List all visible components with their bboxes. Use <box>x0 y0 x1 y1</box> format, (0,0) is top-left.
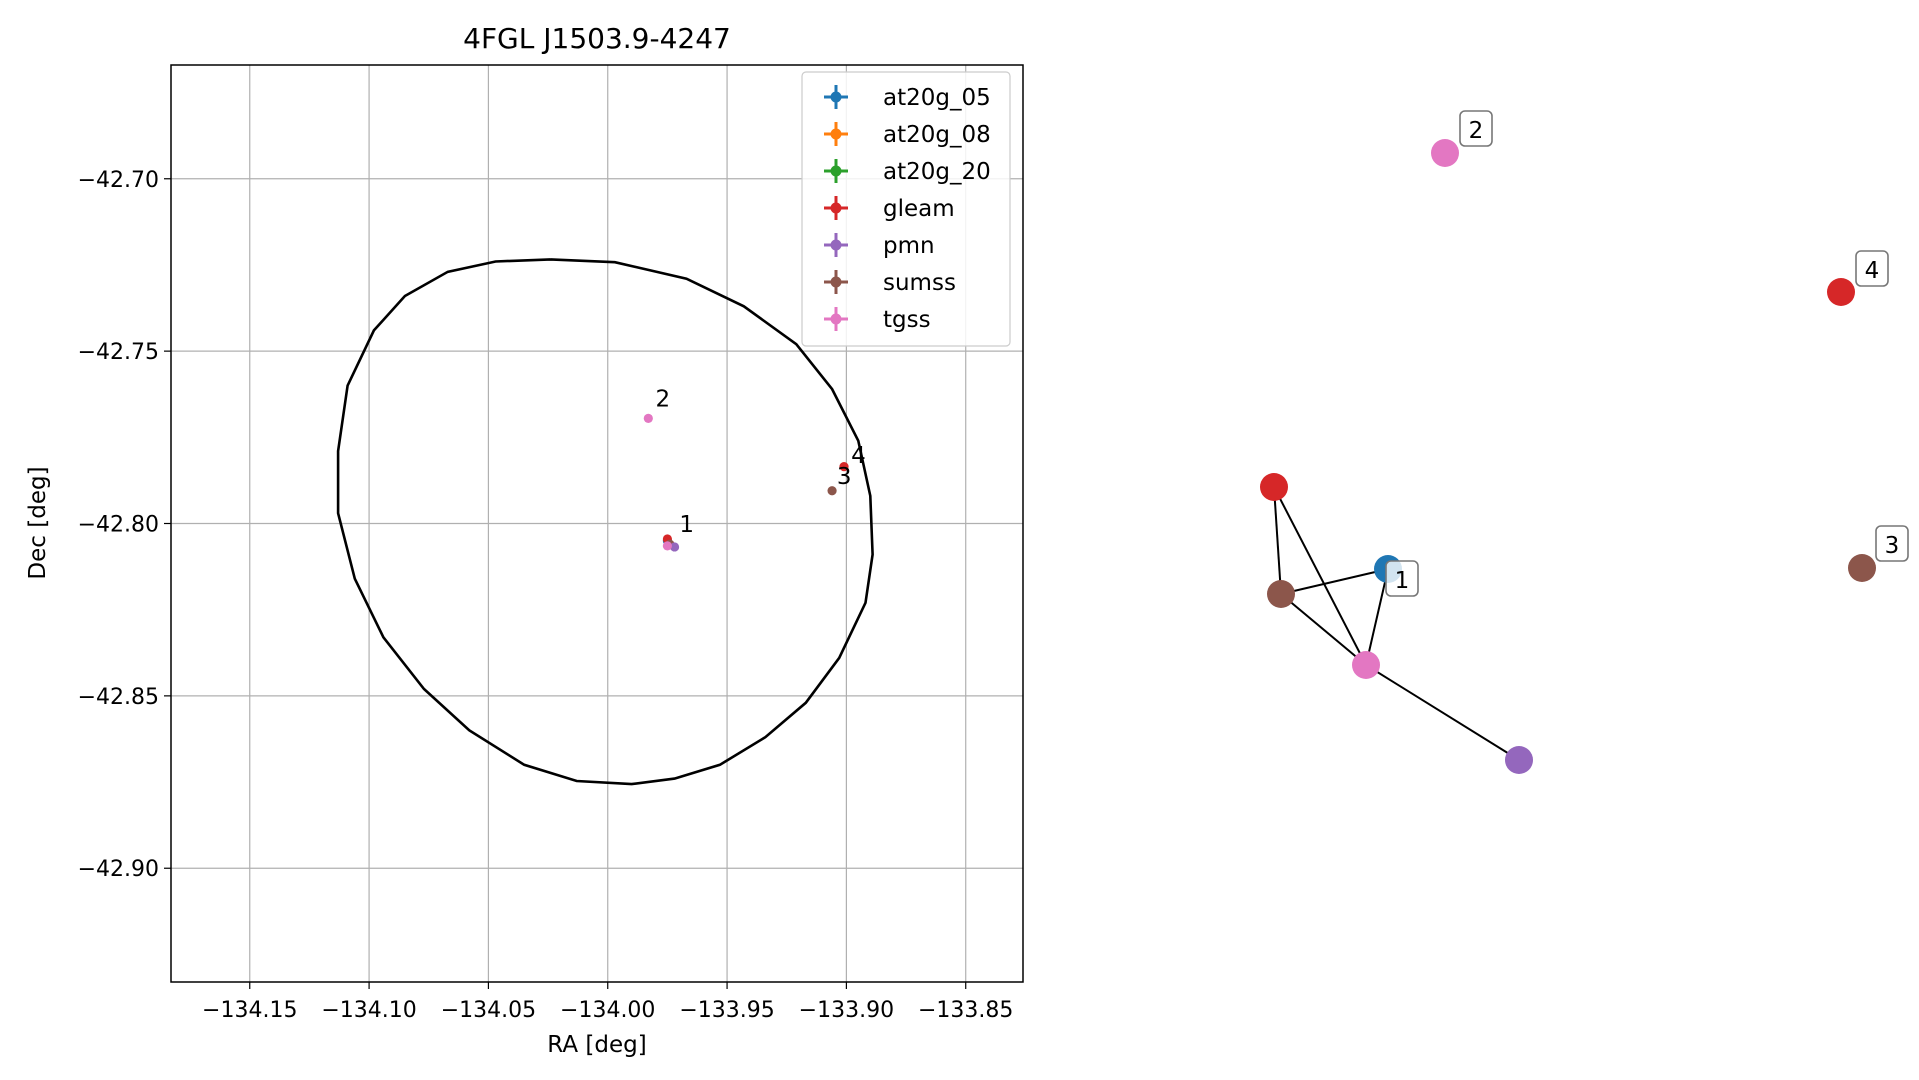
y-tick-label: −42.75 <box>78 340 159 365</box>
x-tick-label: −134.05 <box>441 998 536 1023</box>
data-point-pmn <box>669 542 680 552</box>
x-tick-label: −133.90 <box>799 998 894 1023</box>
network-node-label: 3 <box>1875 525 1909 562</box>
network-node-sumss <box>1267 580 1295 608</box>
legend-marker-dot <box>830 276 842 288</box>
node-label-text: 1 <box>1395 568 1410 594</box>
point-labels: 1 2 34 <box>655 386 865 538</box>
point-label: 3 <box>837 464 852 490</box>
crossmatch-network-graph: 1 2 3 4 <box>1260 110 1909 774</box>
legend-marker-dot <box>830 202 842 214</box>
node-label-text: 4 <box>1865 258 1880 284</box>
network-edge <box>1365 568 1389 666</box>
legend-entry: at20g_20 <box>824 159 991 185</box>
point-label: 2 <box>655 386 670 412</box>
x-tick-label: −134.10 <box>321 998 416 1023</box>
data-point-gleam <box>839 462 849 472</box>
chart-title: 4FGL J1503.9-4247 <box>463 22 731 55</box>
node-label-box <box>1855 250 1889 287</box>
legend-marker-dot <box>830 91 842 103</box>
network-edge <box>1280 593 1367 666</box>
network-node-label: 1 <box>1385 560 1419 597</box>
network-node-label: 2 <box>1459 110 1493 147</box>
point-label: 1 <box>679 512 694 538</box>
legend-frame <box>801 71 1011 347</box>
network-node-tgss_2 <box>1431 139 1459 167</box>
localization-ellipse-layer <box>336 258 874 786</box>
legend-label: gleam <box>883 196 955 222</box>
node-label-box <box>1385 560 1419 597</box>
network-nodes <box>1260 139 1876 774</box>
legend-entry: at20g_08 <box>824 122 991 148</box>
node-label-box <box>1459 110 1493 147</box>
legend-entry: gleam <box>824 196 955 222</box>
network-edge <box>1273 486 1367 666</box>
node-label-text: 3 <box>1885 533 1900 559</box>
y-axis-label: Dec [deg] <box>25 466 51 579</box>
legend-entry: sumss <box>824 270 956 296</box>
legend-label: at20g_05 <box>883 85 991 111</box>
legend-label: at20g_08 <box>883 122 991 148</box>
network-edges <box>1273 486 1520 761</box>
network-node-labels: 1 2 3 4 <box>1385 110 1909 597</box>
legend-marker-dot <box>830 239 842 251</box>
data-points <box>643 413 849 552</box>
x-tick-label: −134.15 <box>202 998 297 1023</box>
legend-label: sumss <box>883 270 956 296</box>
network-node-gleam <box>1260 473 1288 501</box>
node-label-text: 2 <box>1469 118 1484 144</box>
x-axis-ticks: −134.15 −134.10 −134.05 −134.00 −133.95 −133.… <box>202 982 1013 1023</box>
legend-entry: tgss <box>824 307 931 333</box>
network-node-gleam_4 <box>1827 278 1855 306</box>
legend-label: pmn <box>883 233 935 259</box>
x-axis-label: RA [deg] <box>547 1032 646 1058</box>
legend-marker-dot <box>830 128 842 140</box>
legend-label: tgss <box>883 307 931 333</box>
y-axis-ticks: −42.70 −42.75 −42.80 −42.85 −42.90 <box>78 168 171 882</box>
y-tick-label: −42.70 <box>78 168 159 193</box>
data-point-sumss <box>827 486 837 496</box>
legend-label: at20g_20 <box>883 159 991 185</box>
network-edge <box>1280 568 1389 595</box>
node-label-box <box>1875 525 1909 562</box>
legend-marker-dot <box>830 313 842 325</box>
network-node-sumss_3 <box>1848 554 1876 582</box>
x-tick-label: −133.85 <box>918 998 1013 1023</box>
network-node-pmn <box>1505 746 1533 774</box>
network-edge <box>1273 486 1282 595</box>
localization-ellipse <box>336 258 874 786</box>
network-node-tgss <box>1352 651 1380 679</box>
y-tick-label: −42.90 <box>78 857 159 882</box>
network-node-label: 4 <box>1855 250 1889 287</box>
legend-marker-dot <box>830 165 842 177</box>
y-tick-label: −42.85 <box>78 685 159 710</box>
x-tick-label: −134.00 <box>560 998 655 1023</box>
legend-entry: pmn <box>824 233 935 259</box>
network-edge <box>1365 664 1520 761</box>
legend-entry: at20g_05 <box>824 85 991 111</box>
data-point-tgss <box>662 541 673 551</box>
point-label: 4 <box>851 443 866 469</box>
data-point-tgss <box>643 413 653 423</box>
x-tick-label: −133.95 <box>679 998 774 1023</box>
y-tick-label: −42.80 <box>78 513 159 538</box>
